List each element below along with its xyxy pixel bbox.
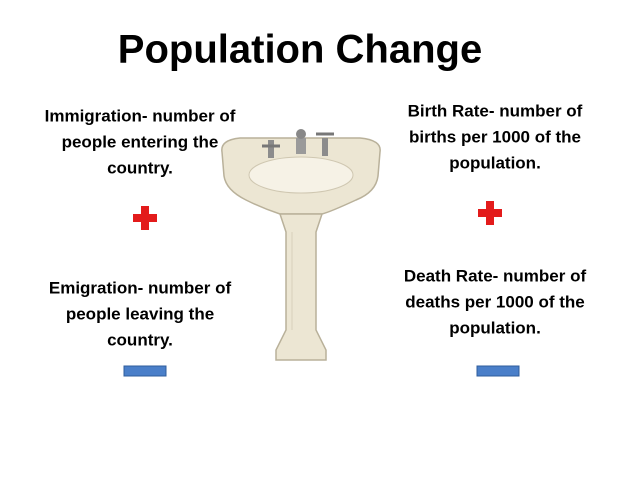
minus-sign xyxy=(123,365,167,377)
immigration-line: Immigration- number of xyxy=(45,106,236,125)
birth-rate-line: Birth Rate- number of xyxy=(408,101,583,120)
emigration-line: people leaving the xyxy=(66,304,214,323)
death-rate-line: Death Rate- number of xyxy=(404,266,587,285)
immigration-line: people entering the xyxy=(62,132,219,151)
emigration-line: country. xyxy=(107,330,173,349)
plus-sign xyxy=(133,206,157,230)
birth-rate-line: population. xyxy=(449,153,541,172)
death-rate-line: population. xyxy=(449,318,541,337)
emigration-line: Emigration- number of xyxy=(49,278,232,297)
immigration-line: country. xyxy=(107,158,173,177)
sink-illustration xyxy=(221,129,381,361)
birth-rate-line: births per 1000 of the xyxy=(409,127,581,146)
plus-sign xyxy=(478,201,502,225)
title: Population Change xyxy=(118,28,482,72)
minus-sign xyxy=(476,365,520,377)
death-rate-line: deaths per 1000 of the xyxy=(405,292,585,311)
